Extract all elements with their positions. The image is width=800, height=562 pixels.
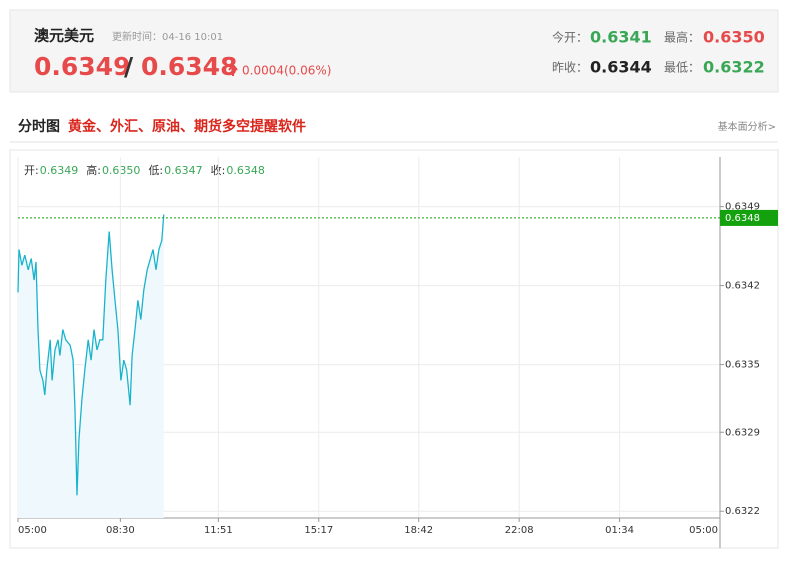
stat-value: 0.6322 bbox=[703, 58, 765, 77]
up-arrow bbox=[228, 63, 238, 76]
y-tick-label: 0.6342 bbox=[725, 281, 760, 292]
promo-link[interactable]: 黄金、外汇、原油、期货多空提醒软件 bbox=[68, 118, 306, 135]
y-tick-label: 0.6335 bbox=[725, 360, 760, 371]
price-line bbox=[17, 214, 165, 496]
stat-label: 昨收： bbox=[552, 61, 588, 75]
info-label: 高: bbox=[86, 163, 101, 177]
area bbox=[18, 214, 164, 518]
update-time: 更新时间：04-16 10:01 bbox=[112, 30, 223, 43]
price-change: 0.0004(0.06%) bbox=[242, 64, 331, 78]
symbol-name: 澳元美元 bbox=[34, 27, 94, 45]
info-value: 0.6348 bbox=[226, 164, 265, 177]
info-value: 0.6347 bbox=[164, 164, 203, 177]
x-tick-label: 11:51 bbox=[204, 525, 233, 536]
info-label: 开: bbox=[24, 164, 39, 177]
x-tick-label: 05:00 bbox=[689, 525, 718, 536]
x-tick-label: 08:30 bbox=[106, 525, 135, 536]
section-title: 分时图 bbox=[18, 118, 60, 135]
stat-label: 最低： bbox=[664, 61, 700, 75]
x-tick-label: 01:34 bbox=[605, 525, 634, 536]
bid-price: 0.6349 bbox=[34, 52, 130, 81]
info-value: 0.6349 bbox=[40, 164, 79, 177]
info-value: 0.6350 bbox=[102, 164, 141, 177]
x-tick-label: 05:00 bbox=[18, 525, 47, 536]
fundamental-link[interactable]: 基本面分析> bbox=[718, 120, 776, 133]
chart-frame bbox=[9, 149, 779, 549]
stat-value: 0.6344 bbox=[590, 58, 652, 77]
x-tick-label: 15:17 bbox=[304, 525, 333, 536]
y-tick-label: 0.6322 bbox=[725, 506, 760, 517]
last-price-label: 0.6348 bbox=[725, 213, 760, 224]
last-price-box bbox=[720, 209, 778, 226]
separator: / bbox=[124, 52, 134, 81]
plot: 开:0.6349高:0.6350低:0.6347收:0.63480.63220.… bbox=[17, 157, 778, 548]
stat-label: 最高： bbox=[664, 30, 700, 45]
y-tick-label: 0.6349 bbox=[725, 202, 760, 213]
info-label: 低: bbox=[148, 164, 163, 177]
x-tick-label: 22:08 bbox=[505, 525, 534, 536]
ask-price: 0.6348 bbox=[141, 52, 237, 81]
stat-value: 0.6350 bbox=[703, 28, 765, 47]
y-tick-label: 0.6329 bbox=[725, 427, 760, 438]
quote-panel bbox=[9, 9, 779, 93]
stat-value: 0.6341 bbox=[590, 28, 652, 47]
x-tick-label: 18:42 bbox=[404, 525, 433, 536]
stat-label: 今开： bbox=[552, 30, 588, 45]
